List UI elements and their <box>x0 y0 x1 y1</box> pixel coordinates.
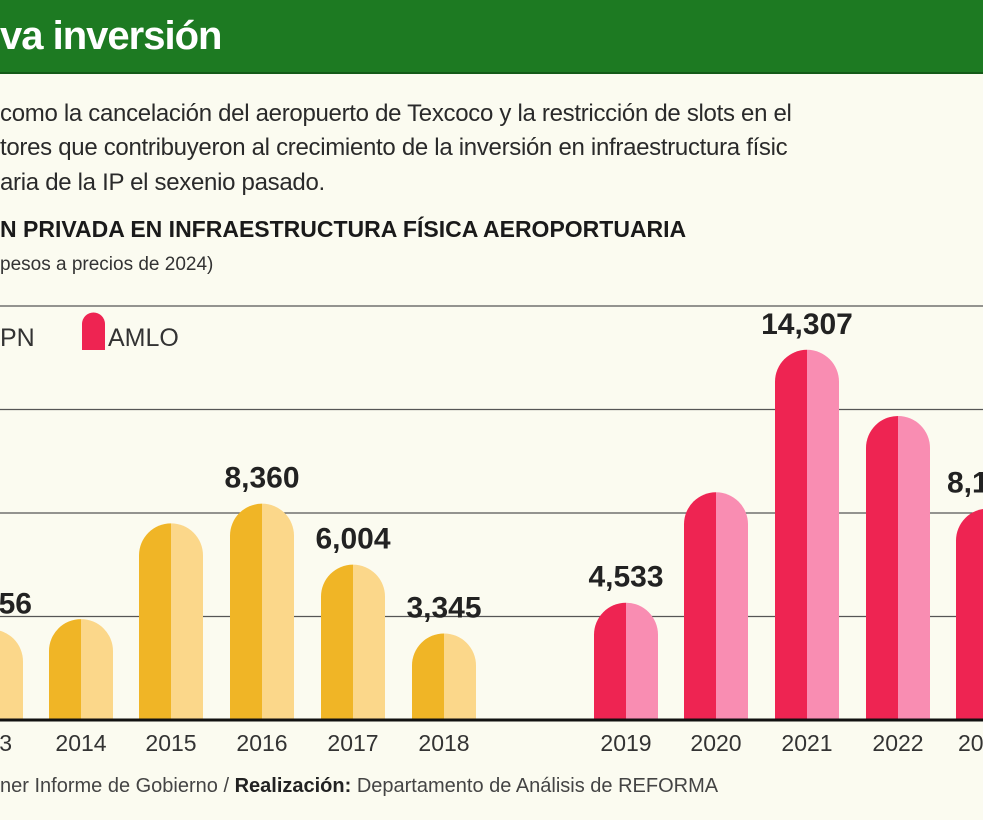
bar-2014-left <box>49 619 81 720</box>
year-label-2015: 2015 <box>145 730 196 756</box>
value-label-2016: 8,360 <box>224 462 299 495</box>
bar-2020-left <box>684 492 716 720</box>
bar-2020-right <box>716 492 748 720</box>
year-label-2021: 2021 <box>781 730 832 756</box>
bar-2018-left <box>412 633 444 720</box>
value-label-2018: 3,345 <box>406 591 481 624</box>
legend-label-epn: PN <box>0 324 35 352</box>
year-label-2017: 2017 <box>327 730 378 756</box>
legend-swatch-amlo <box>82 312 105 350</box>
bar-2019-left <box>594 602 626 720</box>
bar-2019-right <box>626 602 658 720</box>
bar-2017-left <box>321 564 353 720</box>
chart-title: N PRIVADA EN INFRAESTRUCTURA FÍSICA AERO… <box>0 216 687 242</box>
value-label-2019: 4,533 <box>588 561 663 594</box>
bar-2015-right <box>171 523 203 720</box>
year-label-2022: 2022 <box>872 730 923 756</box>
footer-credit: Departamento de Análisis de REFORMA <box>351 775 719 797</box>
bar-2017-right <box>353 564 385 720</box>
chart-subtitle: pesos a precios de 2024) <box>0 254 214 275</box>
footer-source: ner Informe de Gobierno / <box>0 775 235 797</box>
year-label-2016: 2016 <box>236 730 287 756</box>
body-text-line: como la cancelación del aeropuerto de Te… <box>0 100 792 127</box>
bar-3-right <box>0 630 23 720</box>
bar-2022-right <box>898 415 930 720</box>
value-label-2017: 6,004 <box>315 523 390 556</box>
bar-2016-right <box>262 503 294 720</box>
value-label-3: 56 <box>0 587 32 620</box>
body-text-line: tores que contribuyeron al crecimiento d… <box>0 134 788 161</box>
footer-credit-label: Realización: <box>234 775 352 797</box>
bar-2021-left <box>775 349 807 720</box>
year-label-2014: 2014 <box>55 730 106 756</box>
header-title: va inversión <box>0 14 222 58</box>
footer-credits: ner Informe de Gobierno / Realización: D… <box>0 775 718 798</box>
legend-label-amlo: AMLO <box>108 324 179 352</box>
bar-2014-right <box>81 619 113 720</box>
value-label-20: 8,1 <box>947 467 983 500</box>
year-label-2019: 2019 <box>600 730 651 756</box>
bar-20-left <box>956 509 983 720</box>
bar-2015-left <box>139 523 171 720</box>
value-label-2021: 14,307 <box>761 308 853 341</box>
header-bar: va inversión <box>0 0 983 74</box>
bar-2022-left <box>866 415 898 720</box>
bar-2021-right <box>807 349 839 720</box>
bar-2016-left <box>230 503 262 720</box>
body-text-line: aria de la IP el sexenio pasado. <box>0 169 325 196</box>
bar-2018-right <box>444 633 476 720</box>
year-label-20: 20 <box>958 730 983 756</box>
year-label-2018: 2018 <box>418 730 469 756</box>
year-label-3: 3 <box>0 730 12 756</box>
year-label-2020: 2020 <box>690 730 741 756</box>
